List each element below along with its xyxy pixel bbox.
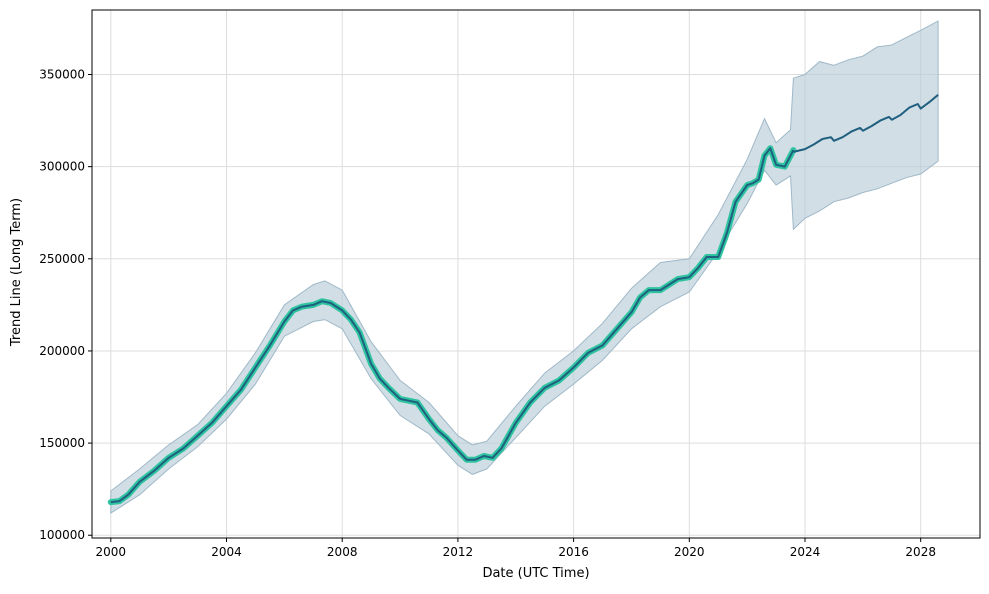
x-tick-label: 2008 [327, 545, 358, 559]
forecast-trend-line [793, 94, 939, 153]
x-tick-label: 2000 [96, 545, 127, 559]
confidence-band-area [110, 20, 939, 515]
confidence-band-layer [110, 20, 939, 515]
x-tick-label: 2016 [558, 545, 589, 559]
x-tick-label: 2004 [211, 545, 242, 559]
x-tick-label: 2020 [674, 545, 705, 559]
x-tick-label: 2012 [443, 545, 474, 559]
y-tick-label: 300000 [39, 160, 85, 174]
x-axis-label: Date (UTC Time) [482, 566, 589, 581]
y-axis-ticks: 100000 150000 200000 250000 300000 350000 [39, 68, 92, 542]
y-tick-label: 350000 [39, 68, 85, 82]
x-axis-ticks: 2000 2004 2008 2012 2016 2020 2024 2028 [96, 538, 936, 559]
y-tick-label: 200000 [39, 344, 85, 358]
y-tick-label: 100000 [39, 528, 85, 542]
x-tick-label: 2024 [790, 545, 821, 559]
x-tick-label: 2028 [905, 545, 936, 559]
y-tick-label: 150000 [39, 436, 85, 450]
plot-area-frame [91, 9, 981, 539]
y-tick-label: 250000 [39, 252, 85, 266]
series-lines-layer [107, 94, 939, 506]
historical-trend-line [110, 147, 795, 504]
y-axis-label: Trend Line (Long Term) [9, 198, 24, 347]
